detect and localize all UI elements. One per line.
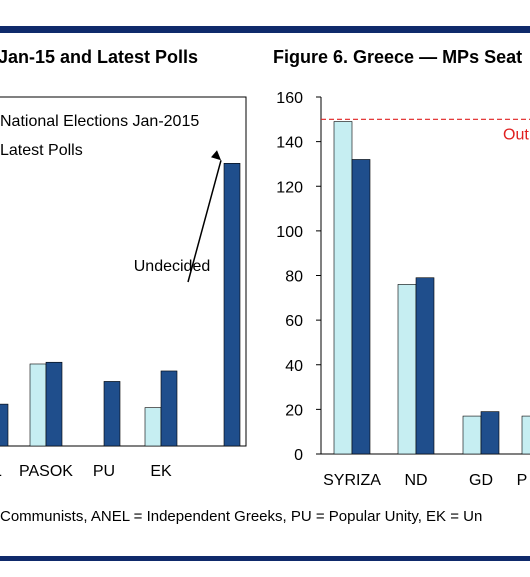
right-bar-series2-syriza: [351, 159, 371, 455]
right-tick-label-syriza: SYRIZA: [323, 472, 381, 489]
legend-label-jan2015: National Elections Jan-2015: [0, 113, 199, 130]
left-bar-latest-pu: [103, 381, 121, 447]
majority-reference-label: Out: [503, 126, 529, 143]
right-y-tick-label-40: 40: [285, 358, 303, 375]
right-y-tick-label-0: 0: [294, 447, 303, 464]
bottom-rule: [0, 556, 530, 561]
right-bar-series2-gd: [480, 411, 500, 455]
right-y-tick-label-160: 160: [276, 90, 303, 107]
left-plot-frame: [0, 96, 247, 447]
annotation-arrow-head: [211, 150, 221, 161]
right-bar-series1-gd: [462, 415, 482, 455]
annotation-arrow-line: [187, 160, 222, 283]
left-bar-latest-ek: [160, 370, 178, 447]
right-y-tick-label-80: 80: [285, 269, 303, 286]
right-bar-series1-nd: [397, 284, 417, 455]
right-tick-label-p: P: [517, 472, 528, 489]
left-tick-label-pasok: PASOK: [19, 463, 73, 480]
right-tick-label-nd: ND: [404, 472, 427, 489]
top-rule: [0, 26, 530, 33]
right-y-tick-label-100: 100: [276, 224, 303, 241]
left-bar-latest-undecided: [223, 163, 241, 447]
right-y-tick-label-20: 20: [285, 402, 303, 419]
footnote: Communists, ANEL = Independent Greeks, P…: [0, 508, 483, 525]
right-chart-title: Figure 6. Greece — MPs Seat: [273, 47, 523, 67]
right-tick-label-gd: GD: [469, 472, 493, 489]
annotation-undecided: Undecided: [134, 258, 211, 275]
right-y-tick-label-60: 60: [285, 313, 303, 330]
left-tick-label-el: EL: [0, 463, 2, 480]
left-bar-jan2015-ek: [144, 407, 162, 447]
left-chart-title: Jan-15 and Latest Polls: [0, 47, 199, 67]
right-y-tick-label-120: 120: [276, 179, 303, 196]
left-tick-label-ek: EK: [150, 463, 172, 480]
right-bar-series1-p: [521, 415, 530, 455]
right-bar-series2-nd: [415, 277, 435, 455]
left-bar-jan2015-pasok: [29, 363, 47, 447]
left-bar-latest-pasok: [45, 361, 63, 447]
legend-label-latest: Latest Polls: [0, 142, 83, 159]
right-bar-series1-syriza: [333, 121, 353, 455]
left-bar-latest-el: [0, 403, 9, 447]
left-tick-label-pu: PU: [93, 463, 115, 480]
right-y-tick-label-140: 140: [276, 135, 303, 152]
